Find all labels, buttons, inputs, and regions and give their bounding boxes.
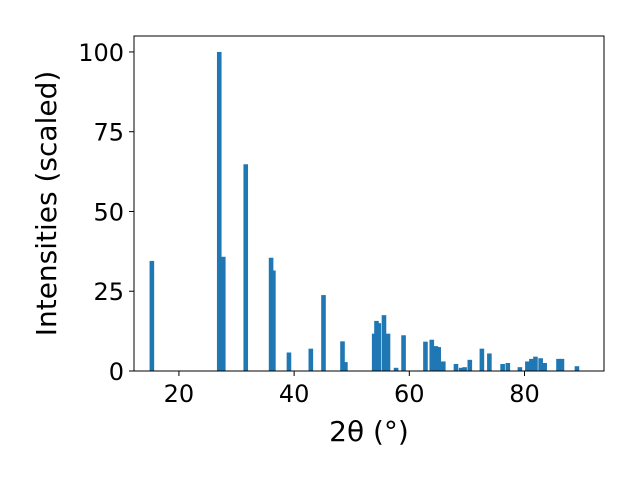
bar-14 [381,315,387,371]
bar-10 [343,362,348,371]
bar-17 [401,335,406,371]
y-tick-label: 100 [78,39,124,67]
bar-1 [216,51,222,371]
bar-3 [243,164,249,371]
bar-21 [436,347,441,371]
bar-5 [271,270,276,371]
y-tick-label: 25 [93,278,124,306]
bar-15 [385,333,391,371]
x-tick-label: 20 [164,380,195,408]
bar-2 [220,256,226,371]
bar-19 [429,339,435,371]
bar-series [149,51,580,371]
bar-18 [423,341,428,371]
y-tick-label: 0 [109,358,124,386]
bar-23 [453,363,459,371]
bar-16 [393,367,399,371]
bar-24 [458,367,464,371]
bar-7 [308,348,314,371]
bar-28 [487,353,492,371]
bar-4 [268,257,274,371]
bar-33 [529,358,534,371]
x-tick-label: 60 [394,380,425,408]
y-tick-label: 50 [93,198,124,226]
bar-30 [505,363,511,371]
bar-31 [517,367,523,371]
x-tick-label: 80 [509,380,540,408]
bar-27 [479,348,485,371]
bar-39 [574,366,580,371]
bar-38 [559,358,565,371]
x-tick-label: 40 [279,380,310,408]
bar-36 [542,363,547,371]
x-axis-title: 2θ (°) [329,415,409,448]
bar-26 [467,359,473,371]
y-axis-title: Intensities (scaled) [30,71,63,337]
bar-11 [371,333,377,371]
bar-32 [525,361,530,371]
bar-8 [321,295,326,371]
bar-22 [441,361,446,371]
bar-25 [462,367,467,371]
bar-9 [340,341,345,371]
y-tick-label: 75 [93,119,124,147]
bar-0 [149,260,155,371]
plot-frame [133,35,605,372]
y-axis-ticks: 0 25 50 75 100 [78,39,134,386]
bar-29 [500,363,505,371]
bar-34 [533,356,538,371]
bar-37 [556,358,561,371]
bar-13 [376,323,382,371]
x-axis-ticks: 20 40 60 80 [164,371,540,408]
bar-6 [286,352,292,371]
bar-35 [538,358,543,371]
bar-20 [433,346,439,371]
